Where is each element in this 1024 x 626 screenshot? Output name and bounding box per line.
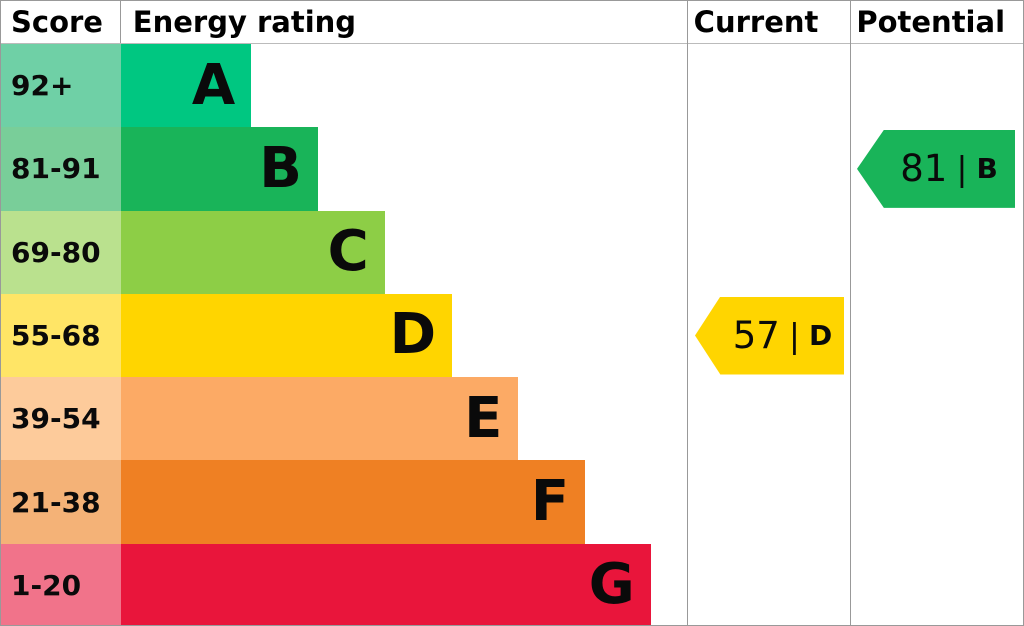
band-row-e: 39-54 E (1, 377, 1023, 461)
rating-bar-b: B (121, 127, 318, 211)
rating-letter-g: G (588, 552, 635, 618)
rating-cell-e: E (121, 377, 687, 461)
band-row-b: 81-91 B (1, 127, 1023, 211)
rating-cell-d: D (121, 293, 687, 378)
score-range-d: 55-68 (1, 293, 121, 378)
band-row-c: 69-80 C (1, 210, 1023, 294)
current-rating-letter: D (808, 319, 833, 352)
rating-bar-c: C (121, 210, 385, 294)
band-row-a: 92+ A (1, 44, 1023, 128)
header-score: Score (1, 1, 121, 43)
current-separator: | (788, 316, 800, 355)
rating-letter-f: F (530, 469, 570, 535)
rating-letter-c: C (327, 219, 369, 285)
rating-cell-g: G (121, 543, 687, 625)
header-energy-rating: Energy rating (132, 4, 357, 39)
header-potential: Potential (856, 4, 1006, 39)
rating-cell-a: A (121, 44, 687, 128)
score-range-a: 92+ (1, 44, 121, 128)
score-range-b: 81-91 (1, 127, 121, 211)
current-marker: 57 | D (695, 296, 844, 375)
score-range-e: 39-54 (1, 377, 121, 461)
score-range-g: 1-20 (1, 543, 121, 625)
column-divider-potential (850, 1, 851, 625)
potential-marker: 81 | B (857, 129, 1015, 208)
column-divider-current (687, 1, 688, 625)
rating-letter-a: A (191, 52, 236, 118)
rating-bar-e: E (121, 377, 519, 461)
score-range-c: 69-80 (1, 210, 121, 294)
current-score: 57 (732, 314, 780, 357)
potential-separator: | (956, 149, 968, 189)
band-row-f: 21-38 F (1, 460, 1023, 544)
rating-letter-e: E (464, 385, 503, 451)
potential-rating-letter: B (976, 152, 998, 186)
rating-letter-d: D (389, 302, 437, 368)
rating-bar-g: G (121, 543, 651, 625)
rating-letter-b: B (259, 135, 302, 201)
band-rows: 92+ A 81-91 B 69-80 C 5 (1, 44, 1023, 625)
rating-bar-a: A (121, 44, 252, 128)
rating-bar-f: F (121, 460, 586, 544)
potential-score: 81 (900, 147, 948, 191)
band-row-d: 55-68 D (1, 293, 1023, 378)
rating-cell-f: F (121, 460, 687, 544)
band-row-g: 1-20 G (1, 543, 1023, 625)
header-current: Current (693, 4, 819, 39)
rating-cell-b: B (121, 127, 687, 211)
score-range-f: 21-38 (1, 460, 121, 544)
header-row: Score Energy rating Current Potential (1, 1, 1023, 44)
rating-bar-d: D (121, 293, 453, 378)
rating-cell-c: C (121, 210, 687, 294)
